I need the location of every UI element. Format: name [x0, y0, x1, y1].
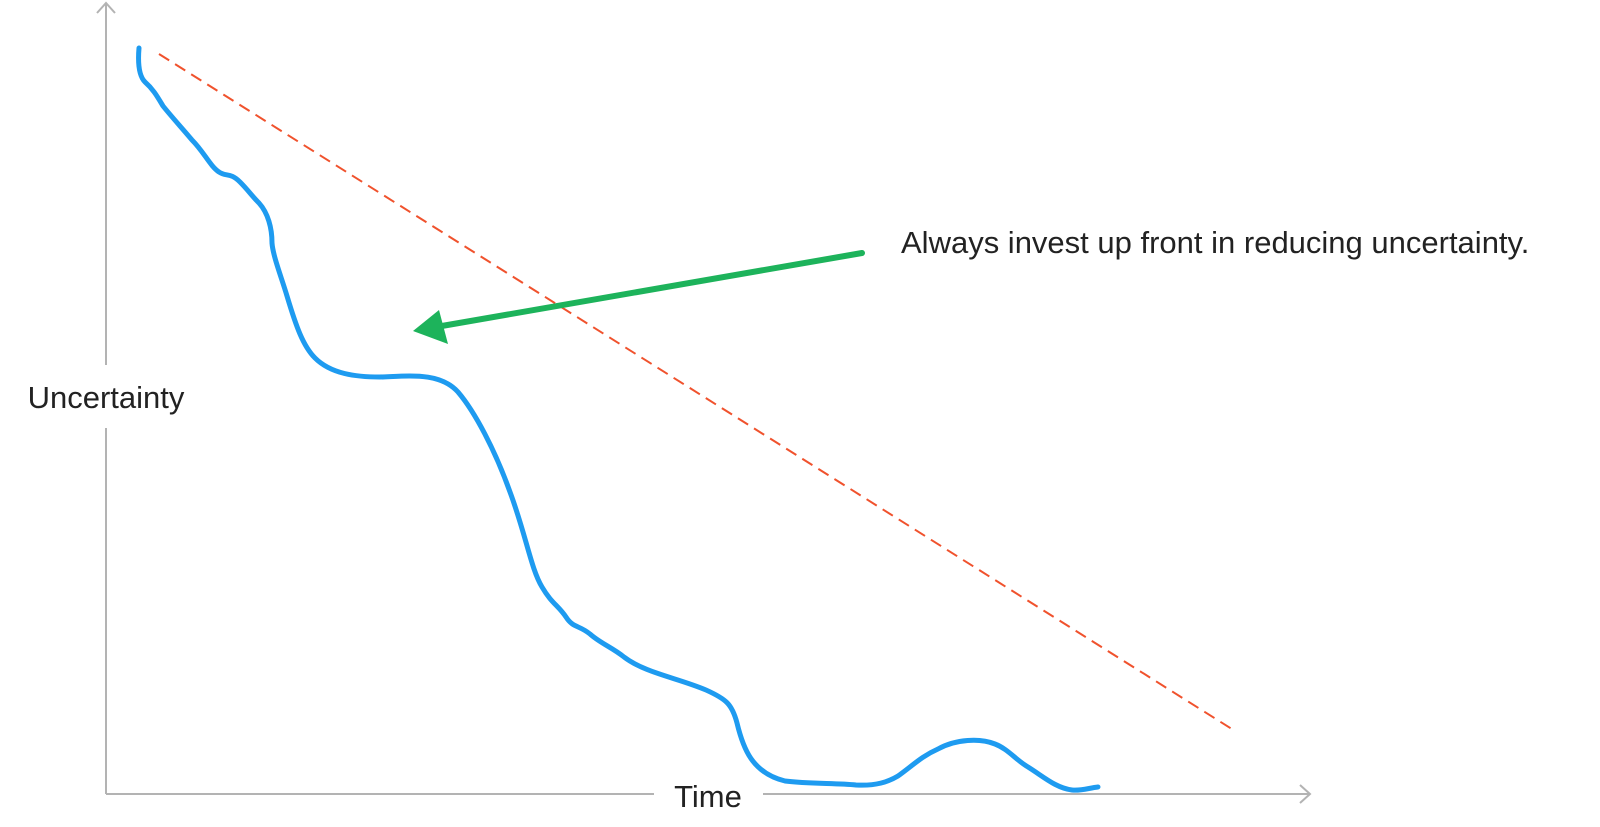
uncertainty-curve — [136, 45, 1101, 793]
annotation-text: Always invest up front in reducing uncer… — [901, 225, 1529, 260]
y-axis — [96, 1, 116, 794]
y-axis-label: Uncertainty — [28, 380, 185, 415]
annotation-arrow — [413, 250, 865, 344]
x-axis-arrowhead — [1299, 784, 1312, 804]
annotation-arrow-shaft — [433, 250, 865, 330]
x-axis-label: Time — [674, 779, 742, 814]
annotation-arrowhead — [413, 310, 448, 344]
y-axis-arrowhead — [96, 1, 116, 14]
x-axis — [106, 784, 1312, 804]
linear-reduction-dashed-line — [158, 53, 1236, 732]
